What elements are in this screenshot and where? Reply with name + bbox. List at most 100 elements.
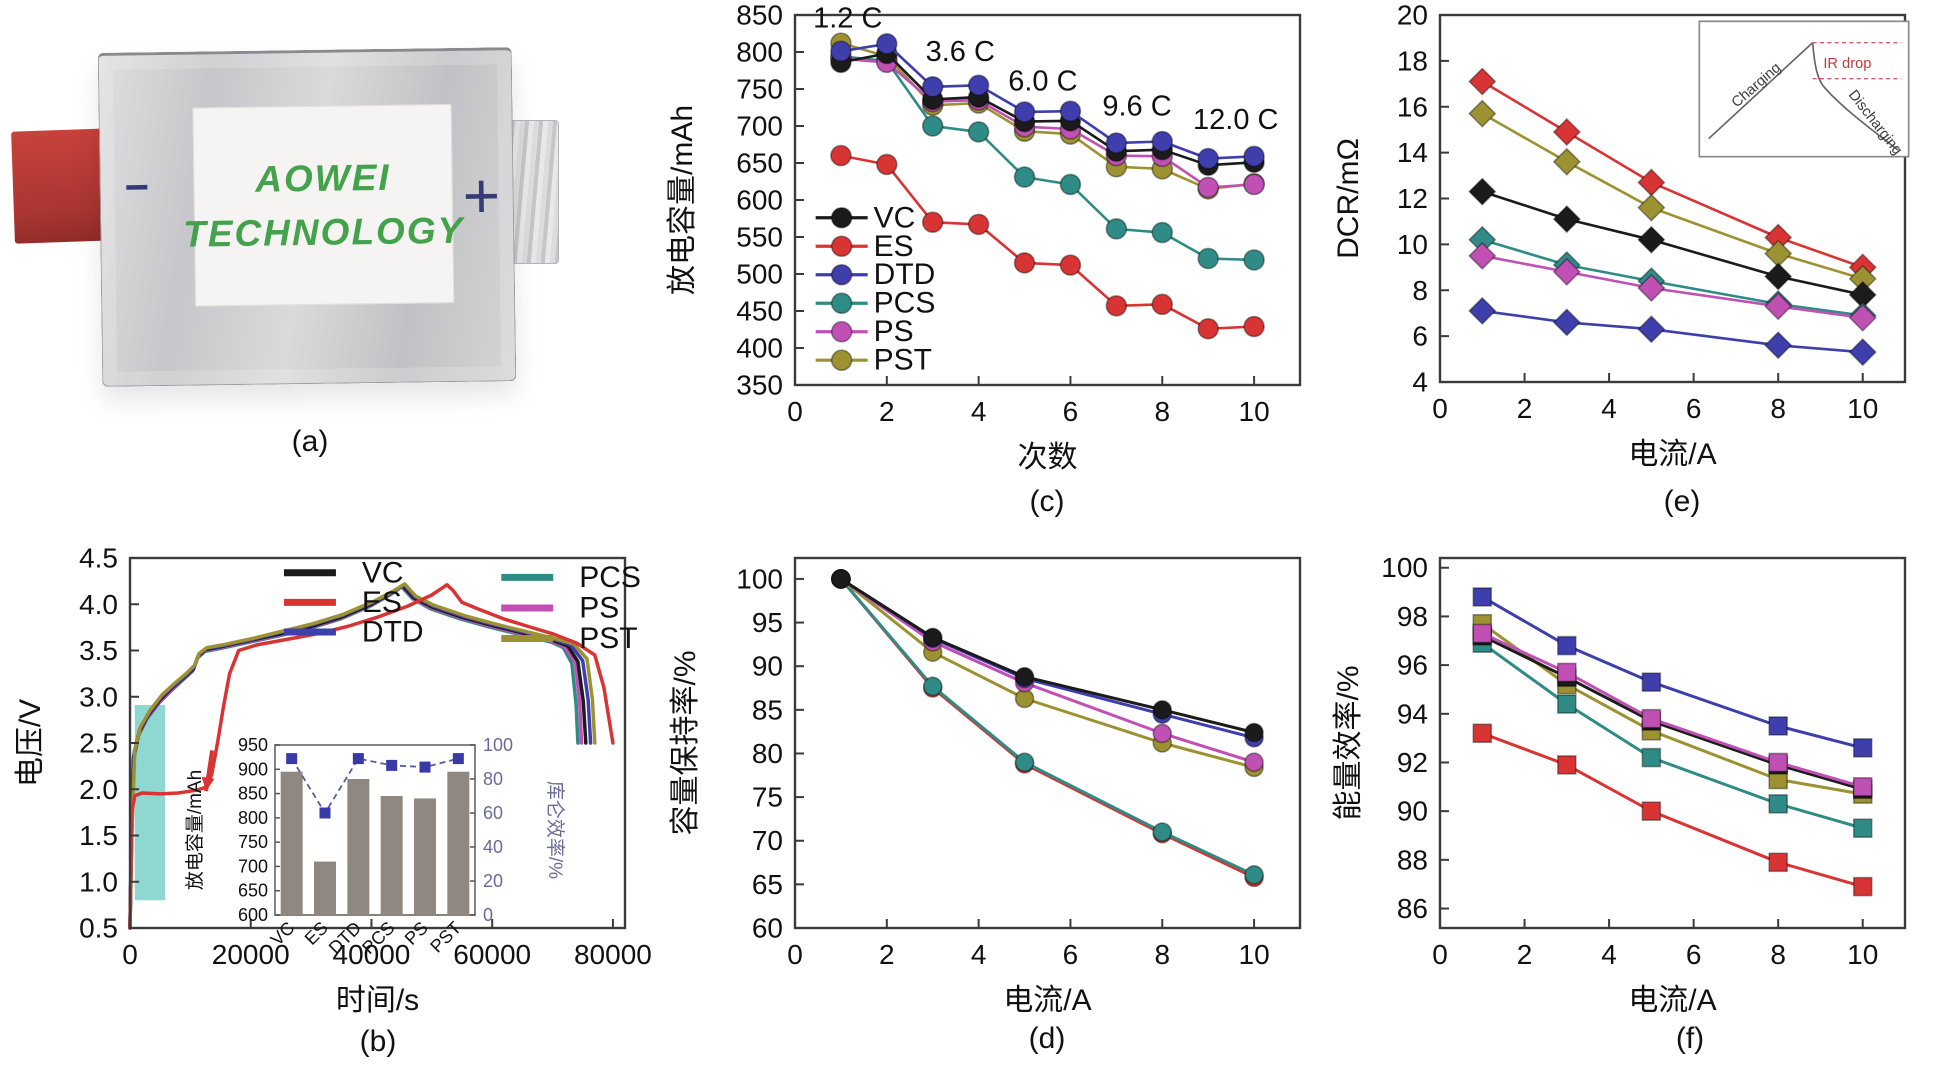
marker-PS [1637, 273, 1666, 303]
x-axis-title: 电流/A [1628, 438, 1716, 471]
x-tick-label: 10 [1239, 396, 1270, 427]
marker-DTD [1105, 132, 1128, 154]
y-tick-label: 90 [752, 651, 783, 682]
y-tick-label: 70 [752, 825, 783, 856]
inset-category-label: DTD [325, 918, 365, 958]
marker-ES [1768, 852, 1788, 873]
y-tick-label: 75 [752, 782, 783, 813]
annotation-c-rate: 6.0 C [1008, 65, 1077, 97]
chart-e-canvas: 0 2 4 6 8 10 4 6 8 10 12 14 16 18 20 电流/A DCR/mΩ [1332, 0, 1907, 471]
coulombic-efficiency-marker-PST [452, 753, 464, 765]
marker-VC [1152, 700, 1173, 720]
marker-PCS [1014, 752, 1035, 772]
legend-label-DTD: DTD [362, 616, 424, 649]
y-tick-label: 65 [752, 869, 783, 900]
bar-PCS [380, 796, 403, 915]
brand-line1: AOWEI [254, 156, 391, 200]
y-tick-label: 86 [1397, 893, 1428, 924]
marker-PS [1472, 623, 1493, 644]
y-tick-label: 88 [1397, 844, 1428, 875]
brand-line2: TECHNOLOGY [182, 209, 465, 255]
bar-VC [280, 771, 303, 915]
plus-mark: + [462, 159, 501, 232]
x-tick-label: 80000 [574, 939, 652, 970]
axes-frame [1438, 556, 1907, 930]
chart-b-canvas: 0 20000 40000 60000 80000 0.5 1.0 1.5 2.0 2.5 3.0 3… [14, 543, 652, 1018]
marker-ES [1013, 252, 1036, 274]
series-ES-markers [1472, 723, 1873, 897]
x-tick-label: 0 [787, 396, 803, 427]
series-PST-line [1480, 622, 1865, 796]
inset-category-label: VC [267, 918, 299, 950]
y-axis-title: 能量效率/% [1332, 665, 1365, 820]
marker-PCS [1013, 166, 1036, 188]
marker-PS [1768, 752, 1788, 773]
y-tick-label: 2.5 [79, 728, 118, 759]
x-tick-label: 8 [1770, 939, 1786, 970]
series-PCS-line [1481, 238, 1864, 317]
marker-PS [1764, 292, 1793, 321]
x-tick-label: 10 [1847, 393, 1878, 424]
x-tick-label: 2 [1517, 939, 1533, 970]
marker-DTD [1151, 130, 1174, 153]
marker-PCS [1557, 694, 1577, 714]
marker-PCS [1768, 794, 1788, 814]
legend-marker-PST [830, 349, 853, 372]
legend-label-VC: VC [362, 556, 404, 589]
series-DTD-line [839, 577, 1256, 740]
x-axis-title: 次数 [1018, 441, 1078, 474]
legend-label-PCS: PCS [874, 287, 936, 320]
series-DTD-line [1481, 309, 1864, 354]
minus-mark: − [124, 163, 150, 211]
inset-left-tick-label: 950 [238, 735, 268, 755]
marker-DTD [1852, 738, 1873, 758]
marker-DTD [876, 33, 898, 55]
marker-ES [876, 153, 898, 176]
marker-DTD [1848, 338, 1877, 367]
marker-VC [1468, 177, 1497, 206]
legend-label-VC: VC [874, 201, 916, 234]
y-tick-label: 10 [1397, 229, 1428, 260]
y-tick-label: 700 [736, 111, 783, 142]
y-axis-title: 容量保持率/% [669, 650, 702, 835]
marker-VC [1764, 262, 1793, 291]
series-VC-markers [831, 569, 1264, 743]
inset-left-tick-label: 650 [238, 881, 268, 901]
axes-frame [793, 556, 1302, 930]
x-tick-label: 0 [787, 939, 803, 970]
series-ES-line [839, 577, 1256, 879]
series-PST-line [839, 577, 1256, 769]
y-tick-label: 550 [736, 222, 783, 253]
x-tick-label: 20000 [212, 939, 290, 970]
marker-VC [1637, 225, 1666, 254]
arrow-head [201, 776, 215, 792]
marker-ES [1468, 67, 1497, 96]
y-tick-label: 400 [736, 333, 783, 364]
marker-DTD [967, 74, 990, 97]
marker-DTD [1472, 587, 1493, 607]
marker-DTD [1013, 101, 1036, 123]
y-axis-title: DCR/mΩ [1332, 138, 1365, 259]
marker-PCS [967, 121, 990, 143]
marker-DTD [921, 75, 944, 98]
series-layer [1468, 67, 1877, 367]
marker-DTD [1059, 100, 1082, 122]
marker-VC [922, 627, 943, 648]
marker-PCS [1852, 818, 1873, 838]
marker-DTD [1468, 296, 1497, 326]
axis-ticks: 0 2 4 6 8 10 4 6 8 10 12 14 16 18 20 [1397, 0, 1878, 424]
y-tick-label: 18 [1397, 45, 1428, 76]
series-DTD-markers [1468, 296, 1877, 367]
marker-DTD [1552, 308, 1581, 337]
x-tick-label: 4 [971, 939, 987, 970]
marker-ES [1852, 876, 1873, 897]
y-tick-label: 0.5 [79, 913, 118, 944]
marker-ES [1557, 755, 1577, 775]
x-tick-label: 6 [1063, 396, 1079, 427]
inset-left-tick-label: 700 [238, 856, 268, 876]
marker-ES [1197, 317, 1219, 340]
x-tick-label: 0 [1432, 393, 1448, 424]
